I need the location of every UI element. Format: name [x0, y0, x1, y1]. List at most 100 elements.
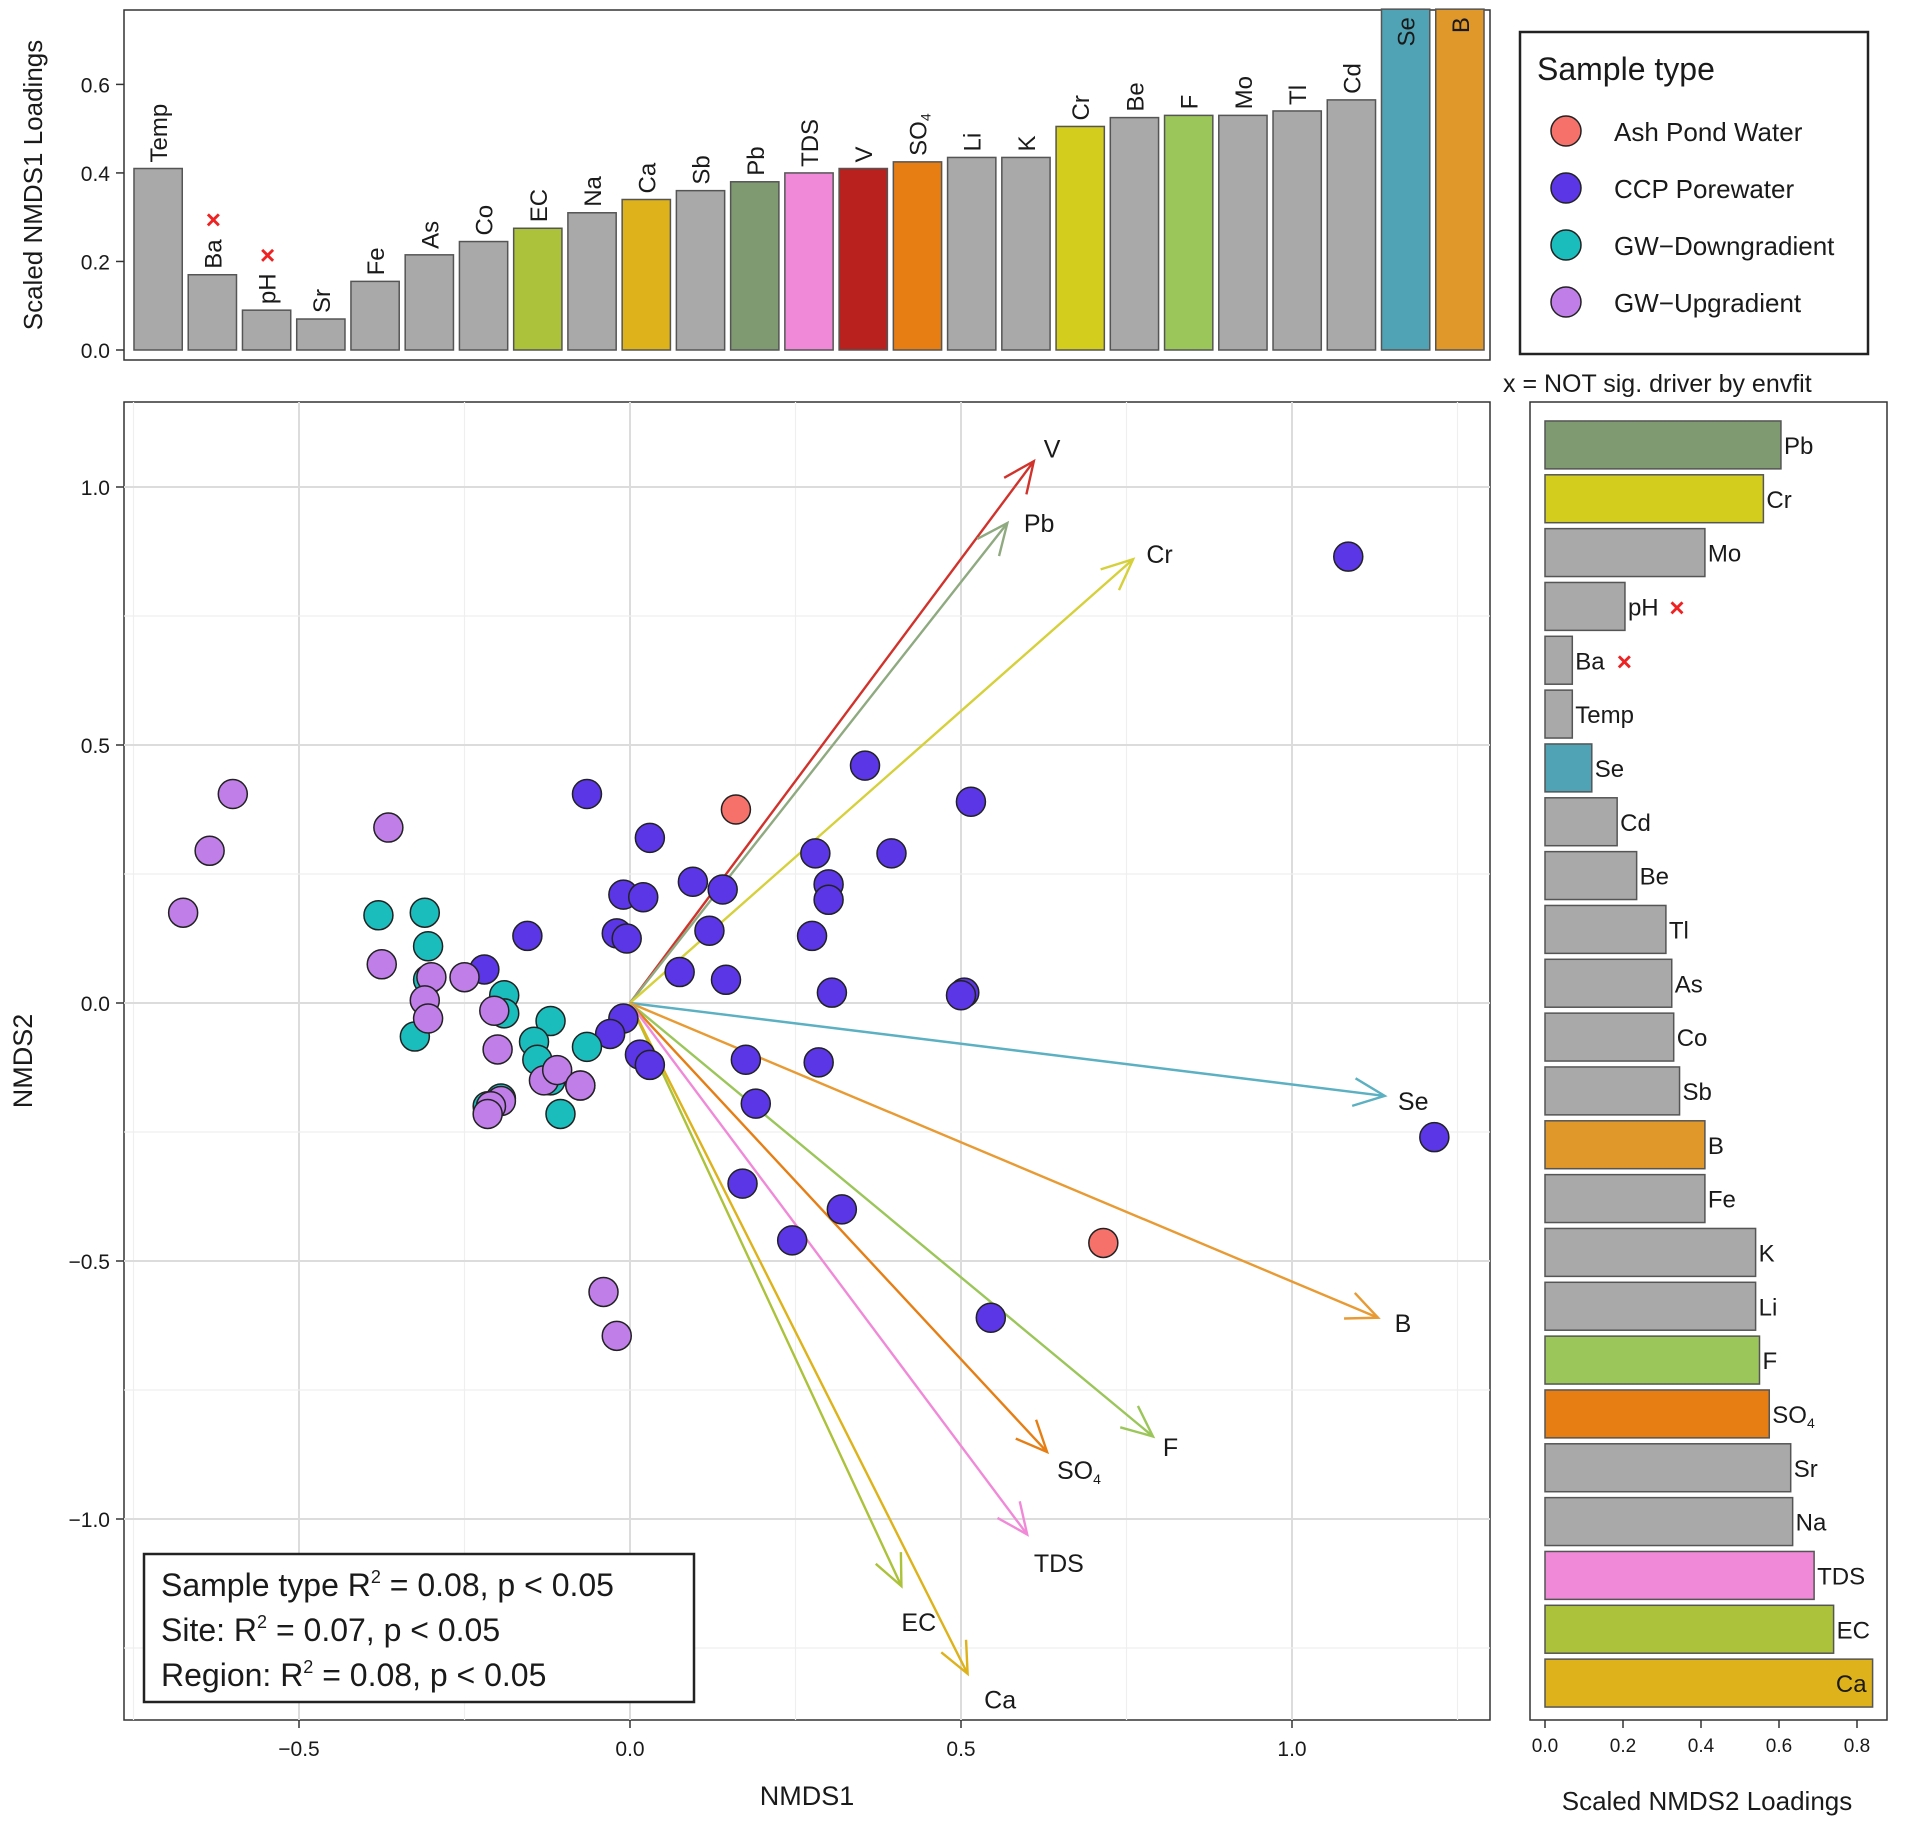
- stats-sup-2: 2: [303, 1657, 313, 1677]
- y-tick-label-4: 1.0: [81, 477, 110, 500]
- vector-head-b: [1344, 1292, 1381, 1320]
- stats-sup-0: 2: [371, 1567, 381, 1587]
- bar-label-nmds1-sb: Sb: [689, 155, 716, 184]
- bar-nmds2-b: [1544, 1120, 1706, 1170]
- vector-label-v: V: [1044, 435, 1061, 463]
- vector-label-tds: TDS: [1034, 1550, 1084, 1578]
- vector-head-ec: [874, 1552, 903, 1589]
- bar-label-nmds1-tds: TDS: [797, 119, 824, 167]
- point-ccp-29: [730, 1044, 762, 1076]
- x-tick-label-3: 0.6: [1766, 1736, 1792, 1757]
- bar-label-nmds1-cr: Cr: [1068, 95, 1095, 120]
- y-tick-label-3: 0.6: [81, 74, 110, 97]
- bar-nmds1-tds: [784, 172, 834, 351]
- x-tick-label-2: 0.5: [946, 1738, 975, 1761]
- nmds1-y-axis-label: Scaled NMDS1 Loadings: [18, 40, 48, 331]
- bar-label-nmds2-sb: Sb: [1683, 1079, 1712, 1106]
- bar-nmds1-so4: [892, 161, 943, 351]
- vector-label-ec: EC: [901, 1609, 936, 1637]
- x-mark-nmds1-ph: ×: [260, 240, 275, 270]
- bar-nmds1-se: [1380, 8, 1431, 351]
- bar-label-nmds1-tl: Tl: [1285, 85, 1312, 105]
- bar-label-nmds1-f: F: [1177, 95, 1204, 110]
- bar-label-nmds2-sr: Sr: [1794, 1456, 1818, 1483]
- bar-nmds1-ec: [512, 227, 563, 351]
- nmds2-x-axis: 0.0 0.2 0.4 0.6 0.8: [1532, 1720, 1870, 1757]
- vector-ca: [628, 1002, 969, 1675]
- stats-box-border: [142, 1552, 696, 1704]
- vector-label-sub-so4: 4: [1093, 1471, 1101, 1487]
- bar-nmds1-cd: [1326, 99, 1377, 351]
- bar-label-nmds1-be: Be: [1122, 82, 1149, 111]
- point-ccp-6: [800, 838, 831, 869]
- point-ccp-4: [571, 778, 603, 810]
- vector-head-f: [1119, 1405, 1156, 1439]
- vector-head-ca: [940, 1639, 969, 1677]
- bar-nmds1-co: [458, 240, 509, 351]
- bar-label-nmds2-tl: Tl: [1669, 917, 1689, 944]
- legend-swatch-gwu: [1550, 286, 1582, 318]
- bar-nmds2-f: [1544, 1335, 1761, 1385]
- point-gwu-1: [194, 835, 225, 867]
- point-ash-0: [720, 794, 752, 825]
- x-tick-label-0: 0.0: [1532, 1736, 1558, 1757]
- point-ccp-2: [849, 750, 881, 781]
- bar-nmds2-as: [1544, 958, 1673, 1008]
- bar-label-nmds1-mo: Mo: [1231, 76, 1258, 109]
- x-tick-label-1: 0.2: [1610, 1736, 1636, 1757]
- bar-label-nmds1-k: K: [1014, 135, 1041, 151]
- vector-v: [629, 460, 1035, 1004]
- point-ccp-32: [727, 1168, 758, 1199]
- bar-nmds1-sr: [295, 318, 346, 351]
- x-tick-label-2: 0.4: [1688, 1736, 1715, 1757]
- point-gwu-2: [167, 897, 199, 928]
- bar-label-nmds2-cr: Cr: [1766, 487, 1791, 514]
- point-ccp-18: [512, 920, 543, 952]
- vector-label-f: F: [1163, 1434, 1178, 1462]
- point-ccp-20: [710, 964, 742, 996]
- vector-label-cr: Cr: [1146, 541, 1172, 569]
- vector-head-so4: [1015, 1419, 1050, 1455]
- stats-line-2: Region: R2 = 0.08, p < 0.05: [161, 1657, 546, 1693]
- point-ccp-14: [694, 915, 725, 947]
- bar-nmds2-li: [1544, 1281, 1757, 1331]
- stats-line-1: Site: R2 = 0.07, p < 0.05: [161, 1612, 500, 1648]
- bar-nmds2-pb: [1544, 420, 1782, 470]
- x-mark-nmds1-ba: ×: [206, 205, 221, 235]
- point-ccp-34: [776, 1225, 808, 1256]
- y-tick-label-2: 0.4: [81, 163, 111, 186]
- vector-head-se: [1351, 1077, 1388, 1107]
- bar-label-nmds2-li: Li: [1759, 1294, 1778, 1321]
- bar-label-nmds1-ca: Ca: [634, 162, 661, 193]
- point-ccp-30: [803, 1047, 834, 1078]
- bar-nmds1-ca: [621, 198, 672, 351]
- bar-nmds1-b: [1434, 8, 1485, 351]
- bar-nmds1-temp: [133, 167, 184, 351]
- bar-label-nmds1-ec: EC: [526, 189, 553, 222]
- bar-label-nmds1-fe: Fe: [363, 247, 390, 275]
- point-gwd-0: [363, 900, 394, 931]
- stats-pre-0: Sample type R: [161, 1567, 371, 1603]
- y-tick-label-0: 0.0: [81, 340, 110, 363]
- point-ccp-11: [813, 884, 844, 916]
- legend-label-gwd: GW−Downgradient: [1614, 231, 1835, 261]
- x-tick-label-4: 0.8: [1844, 1736, 1870, 1757]
- bar-nmds2-cd: [1544, 797, 1618, 847]
- point-gwu-18: [601, 1320, 633, 1352]
- point-gwu-0: [217, 778, 249, 810]
- bar-label-nmds2-k: K: [1759, 1240, 1775, 1267]
- point-gwu-17: [588, 1276, 619, 1308]
- bar-label-nmds2-cd: Cd: [1620, 810, 1651, 837]
- vector-se: [629, 1001, 1385, 1098]
- point-gwu-3: [373, 812, 404, 843]
- vector-label-se: Se: [1398, 1088, 1429, 1116]
- bar-label-nmds2-se: Se: [1595, 756, 1624, 783]
- legend-label-ash: Ash Pond Water: [1614, 117, 1803, 147]
- bar-nmds1-as: [404, 254, 455, 351]
- bar-label-nmds1-v: V: [851, 146, 878, 162]
- point-ccp-5: [634, 822, 666, 854]
- point-ccp-31: [740, 1088, 772, 1119]
- bar-label-nmds2-ca: Ca: [1836, 1671, 1867, 1698]
